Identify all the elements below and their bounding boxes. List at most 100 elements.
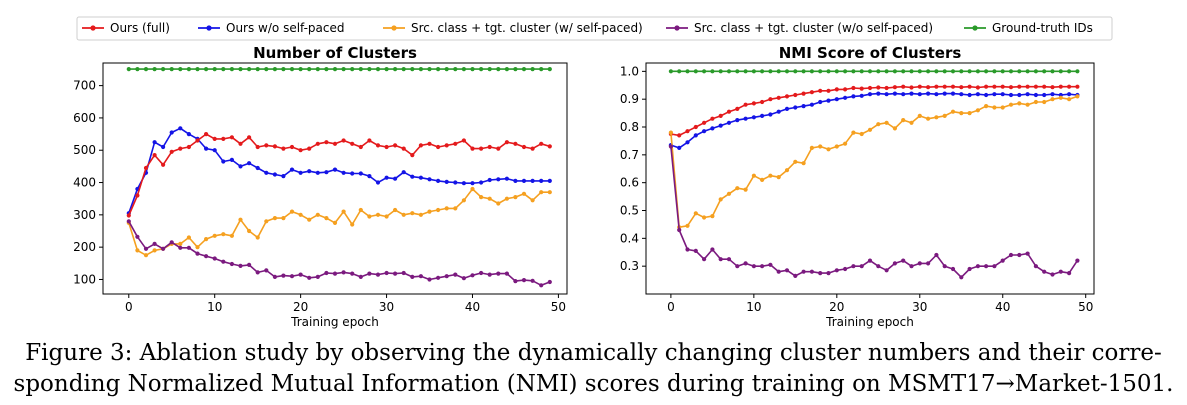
data-point — [967, 111, 972, 116]
data-point — [1050, 85, 1055, 90]
data-point — [677, 133, 682, 138]
data-point — [726, 109, 732, 114]
data-point — [685, 69, 690, 74]
data-point — [693, 124, 698, 130]
data-point — [341, 67, 346, 72]
data-point — [942, 91, 947, 96]
data-point — [298, 170, 303, 175]
data-point — [702, 257, 707, 262]
data-point — [884, 92, 889, 97]
plot-frame — [102, 62, 568, 295]
data-point — [496, 201, 501, 206]
data-point — [487, 177, 492, 183]
data-point — [521, 191, 527, 196]
data-point — [521, 67, 527, 72]
data-point — [1042, 269, 1047, 274]
data-point — [884, 120, 889, 125]
data-point — [272, 67, 277, 72]
data-point — [984, 92, 989, 98]
data-point — [901, 118, 906, 123]
data-point — [867, 127, 873, 132]
y-axis-ticks: 0.3 0.4 0.5 0.6 0.7 0.8 0.9 1.0 — [620, 64, 646, 273]
data-point — [350, 141, 355, 146]
data-point — [375, 272, 381, 277]
data-point — [793, 92, 798, 98]
data-point — [843, 141, 848, 146]
data-point — [410, 153, 415, 158]
caption-line-2: sponding Normalized Mutual Information (… — [13, 371, 1174, 397]
data-point — [350, 271, 355, 276]
data-point — [784, 94, 790, 99]
data-point — [341, 170, 346, 175]
data-point — [942, 69, 947, 74]
data-point — [470, 181, 475, 186]
data-point — [743, 69, 748, 74]
data-point — [247, 228, 252, 234]
data-point — [859, 86, 864, 91]
data-point — [702, 129, 707, 134]
data-point — [479, 195, 484, 200]
data-point — [461, 181, 466, 186]
data-point — [255, 67, 260, 72]
data-point — [1067, 97, 1072, 102]
data-point — [169, 149, 174, 154]
data-point — [959, 69, 964, 74]
data-point — [375, 180, 381, 185]
data-point — [470, 186, 475, 192]
data-point — [942, 264, 947, 269]
data-point — [834, 268, 839, 273]
data-point — [710, 116, 715, 121]
data-point — [876, 91, 881, 96]
data-point — [801, 91, 806, 96]
data-point — [867, 92, 873, 97]
data-point — [350, 67, 355, 72]
data-point — [436, 275, 441, 280]
data-point — [859, 131, 864, 137]
data-point — [315, 212, 320, 217]
data-point — [735, 186, 740, 191]
data-point — [934, 115, 939, 120]
data-point — [809, 145, 815, 150]
data-point — [901, 69, 906, 74]
data-point — [332, 220, 338, 225]
x-tick-label: 10 — [207, 300, 222, 314]
data-point — [718, 197, 723, 202]
data-point — [358, 274, 363, 279]
data-point — [934, 69, 939, 74]
data-point — [950, 84, 956, 89]
data-point — [743, 116, 748, 121]
data-point — [126, 219, 131, 224]
data-point — [332, 141, 338, 146]
data-point — [975, 69, 981, 74]
x-axis-label: Training epoch — [825, 315, 914, 329]
plot-frame — [645, 62, 1095, 295]
data-point — [444, 179, 449, 184]
data-point — [1008, 92, 1014, 98]
data-point — [726, 191, 732, 196]
data-point — [341, 270, 346, 275]
data-point — [289, 144, 295, 150]
data-point — [677, 227, 682, 233]
data-point — [726, 69, 732, 74]
data-point — [1050, 97, 1055, 102]
data-point — [751, 264, 757, 269]
data-point — [204, 67, 209, 72]
data-point — [461, 138, 466, 143]
data-point — [693, 69, 698, 74]
data-point — [169, 240, 174, 245]
data-point — [332, 271, 338, 276]
data-point — [1075, 94, 1080, 99]
data-point — [1025, 69, 1030, 74]
data-point — [751, 115, 757, 120]
x-tick-label: 30 — [912, 300, 927, 314]
y-tick-label: 0.7 — [620, 148, 639, 162]
data-point — [959, 275, 964, 280]
y-tick-label: 0.3 — [620, 259, 639, 273]
data-point — [892, 91, 898, 96]
data-point — [367, 67, 372, 72]
legend-label: Ours w/o self-paced — [226, 21, 345, 35]
data-point — [204, 254, 209, 259]
data-point — [760, 177, 765, 182]
data-point — [547, 190, 552, 195]
